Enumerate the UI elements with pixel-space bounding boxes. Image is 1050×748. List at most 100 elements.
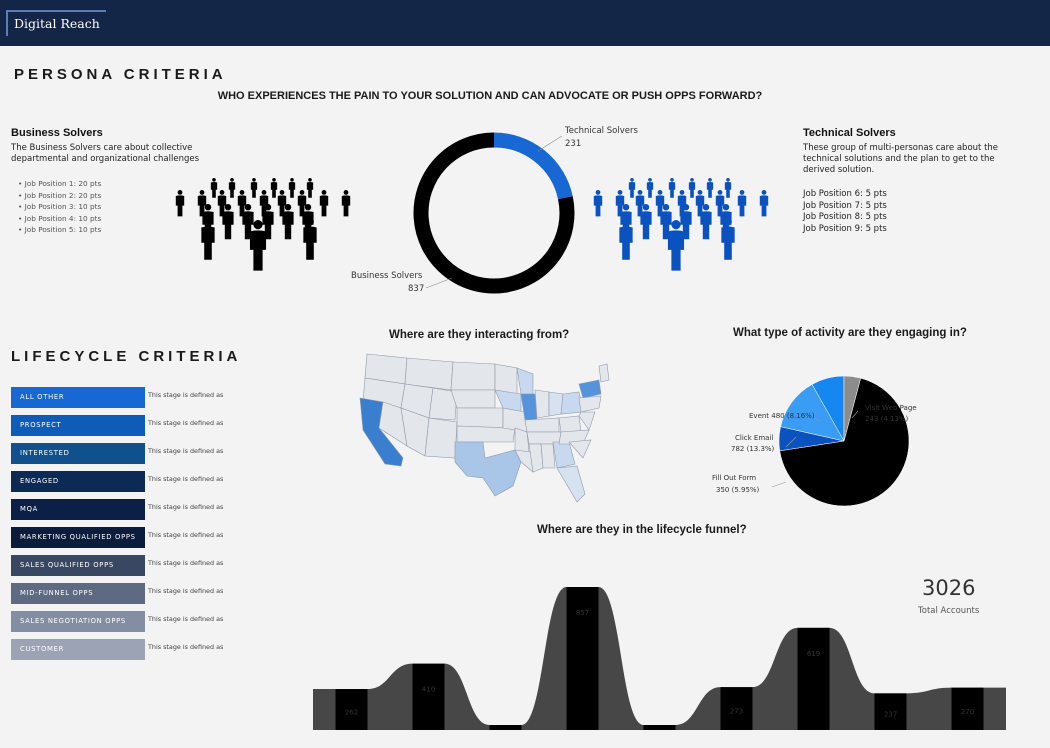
pie-slice-click-email xyxy=(780,384,845,442)
lifecycle-stage-description: This stage is defined as xyxy=(148,447,224,455)
lifecycle-stage-description: This stage is defined as xyxy=(148,615,224,623)
lifecycle-stage-customer[interactable]: CUSTOMER xyxy=(11,639,145,660)
map-region xyxy=(552,441,576,469)
list-item: Job Position 7: 5 pts xyxy=(803,200,887,211)
report-canvas: PERSONA CRITERIA WHO EXPERIENCES THE PAI… xyxy=(0,46,1050,748)
lifecycle-stage-description: This stage is defined as xyxy=(148,475,224,483)
technical-solvers-value: 231 xyxy=(565,139,581,149)
business-solvers-label: Business Solvers xyxy=(351,271,423,281)
label-leader xyxy=(425,277,453,289)
funnel-bar xyxy=(720,687,753,730)
activity-pie-chart[interactable]: Marketing Email Open4026 (68.46%)Fill Ou… xyxy=(690,346,1010,516)
donut-slice-business-solvers xyxy=(413,132,575,294)
total-accounts-label: Total Accounts xyxy=(918,606,980,616)
map-region xyxy=(456,407,504,429)
lifecycle-funnel-chart[interactable]: 262All Other410InterestedEngaged857MQAMa… xyxy=(300,540,1020,730)
pie-slice-marketing-email-open xyxy=(779,377,910,507)
list-item: • Job Position 2: 20 pts xyxy=(18,190,102,200)
business-jobs-list: • Job Position 1: 20 pts • Job Position … xyxy=(18,178,101,236)
lifecycle-stage-all-other[interactable]: ALL OTHER xyxy=(11,387,145,408)
technical-jobs-list: Job Position 6: 5 pts Job Position 7: 5 … xyxy=(803,189,887,235)
lifecycle-stage-mqa[interactable]: MQA xyxy=(11,499,145,520)
technical-solvers-title: Technical Solvers xyxy=(803,127,896,139)
pie-label: 782 (13.3%) xyxy=(731,445,775,453)
lifecycle-stage-sales-qualified-opps[interactable]: SALES QUALIFIED OPPS xyxy=(11,555,145,576)
total-accounts-value: 3026 xyxy=(922,576,976,600)
funnel-bar xyxy=(335,689,368,730)
pie-label: Visit Web Page xyxy=(865,404,917,412)
map-region xyxy=(450,361,496,391)
lifecycle-stage-description: This stage is defined as xyxy=(148,503,224,511)
business-solvers-title: Business Solvers xyxy=(11,127,103,139)
funnel-area xyxy=(313,587,1006,730)
lifecycle-stage-marketing-qualified-opps[interactable]: MARKETING QUALIFIED OPPS xyxy=(11,527,145,548)
funnel-value-label: 273 xyxy=(730,708,743,716)
label-leader xyxy=(851,410,859,419)
funnel-value-label: 270 xyxy=(961,708,974,716)
map-region xyxy=(578,395,602,413)
label-leader xyxy=(785,436,797,448)
funnel-title: Where are they in the lifecycle funnel? xyxy=(537,524,747,536)
persona-donut-chart[interactable]: Technical Solvers 231 Business Solvers 837 xyxy=(340,118,670,308)
pie-label: Fill Out Form xyxy=(712,474,756,482)
funnel-bar xyxy=(566,587,599,730)
lifecycle-stage-description: This stage is defined as xyxy=(148,587,224,595)
technical-solvers-label: Technical Solvers xyxy=(564,126,638,136)
funnel-value-label: 619 xyxy=(807,650,820,658)
funnel-bar xyxy=(797,627,830,730)
label-leader xyxy=(771,481,787,488)
business-people-icon xyxy=(175,178,351,271)
map-region xyxy=(516,367,534,395)
list-item: • Job Position 5: 10 pts xyxy=(18,225,102,234)
funnel-value-label: 857 xyxy=(576,609,589,617)
map-region xyxy=(598,363,610,383)
lifecycle-stage-description: This stage is defined as xyxy=(148,643,224,651)
persona-question: WHO EXPERIENCES THE PAIN TO YOUR SOLUTIO… xyxy=(217,90,763,102)
funnel-value-label: 262 xyxy=(345,709,358,717)
map-region xyxy=(428,387,458,421)
lifecycle-stage-mid-funnel-opps[interactable]: MID-FUNNEL OPPS xyxy=(11,583,145,604)
funnel-value-label: 237 xyxy=(884,711,897,719)
map-region xyxy=(456,425,516,443)
us-map[interactable] xyxy=(345,346,615,506)
list-item: Job Position 9: 5 pts xyxy=(803,223,887,234)
lifecycle-stage-interested[interactable]: INTERESTED xyxy=(11,443,145,464)
funnel-bar xyxy=(951,687,984,730)
funnel-bar xyxy=(489,725,522,730)
map-region xyxy=(450,389,496,409)
funnel-bar xyxy=(643,725,676,730)
funnel-bar xyxy=(874,693,907,730)
activity-chart-title: What type of activity are they engaging … xyxy=(733,327,967,339)
list-item: • Job Position 4: 10 pts xyxy=(18,213,102,223)
technical-solvers-description: These group of multi-personas care about… xyxy=(803,143,999,175)
lifecycle-stage-sales-negotiation-opps[interactable]: SALES NEGOTIATION OPPS xyxy=(11,611,145,632)
map-region xyxy=(454,441,522,497)
pie-label: Click Email xyxy=(735,434,773,442)
persona-section-title: PERSONA CRITERIA xyxy=(14,66,227,83)
map-region xyxy=(578,411,596,431)
map-region xyxy=(556,465,586,503)
lifecycle-stage-description: This stage is defined as xyxy=(148,531,224,539)
lifecycle-stage-prospect[interactable]: PROSPECT xyxy=(11,415,145,436)
business-solvers-value: 837 xyxy=(408,284,424,294)
lifecycle-stage-engaged[interactable]: ENGAGED xyxy=(11,471,145,492)
list-item: Job Position 6: 5 pts xyxy=(803,189,887,199)
map-region xyxy=(424,417,458,459)
map-title: Where are they interacting from? xyxy=(389,329,570,341)
map-region xyxy=(540,443,556,469)
pie-slice-visit-web-page xyxy=(843,375,861,442)
lifecycle-stage-description: This stage is defined as xyxy=(148,391,224,399)
donut-slice-technical-solvers xyxy=(493,132,573,200)
map-region xyxy=(534,389,550,419)
label-leader xyxy=(537,135,563,152)
pie-label: 243 (4.13%) xyxy=(865,415,909,423)
map-region xyxy=(578,379,602,399)
lifecycle-stage-description: This stage is defined as xyxy=(148,559,224,567)
label-leader xyxy=(814,417,821,422)
pie-label: 350 (5.95%) xyxy=(716,486,760,494)
list-item: • Job Position 3: 10 pts xyxy=(18,202,102,211)
map-region xyxy=(568,439,592,459)
lifecycle-stage-description: This stage is defined as xyxy=(148,419,224,427)
pie-label: Event 480 (8.16%) xyxy=(749,412,815,420)
app-logo[interactable]: Digital Reach xyxy=(6,10,106,36)
